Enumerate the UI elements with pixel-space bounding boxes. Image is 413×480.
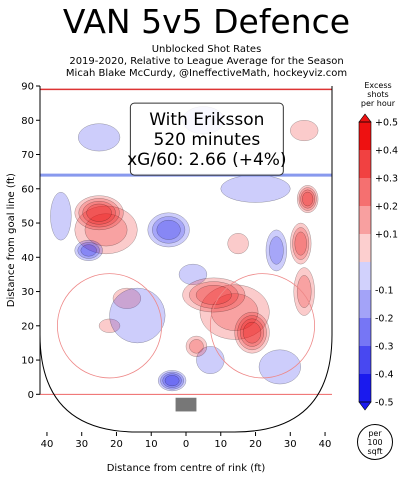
unit-badge: per 100 sqft — [357, 424, 393, 460]
y-tick-label: 0 — [28, 390, 34, 401]
y-tick-label: 60 — [21, 184, 34, 195]
colorbar-tick-label: +0.5 — [375, 118, 398, 129]
y-tick-label: 90 — [21, 82, 34, 93]
hotspot — [265, 229, 288, 272]
unit-badge-line-2: 100 — [367, 438, 383, 447]
colorbar-segment — [359, 374, 371, 402]
y-tick-label: 30 — [21, 287, 34, 298]
colorbar-tick-label: +0.3 — [375, 174, 398, 185]
unit-badge-line-1: per — [368, 429, 382, 438]
colorbar-segment — [359, 178, 371, 206]
rink-faceoff-circle — [56, 273, 163, 379]
chart-subtitle-2: 2019-2020, Relative to League Average fo… — [69, 56, 344, 67]
hotspot — [290, 222, 312, 265]
colorbar-segment — [359, 262, 371, 290]
hotspot — [234, 311, 270, 354]
hotspot — [185, 335, 208, 357]
hotspot — [157, 370, 187, 392]
colorbar-tick-label: +0.2 — [375, 202, 398, 213]
hotspot — [296, 185, 319, 214]
colorbar-bottom-arrow — [358, 401, 372, 411]
colorbar-segment — [359, 290, 371, 318]
heatmap-field — [50, 106, 319, 392]
colorbar-segment — [359, 206, 371, 234]
colorbar-top-arrow — [358, 113, 372, 123]
hotspot — [50, 191, 72, 241]
chart-subtitle-1: Unblocked Shot Rates — [151, 44, 262, 55]
colorbar-segment — [359, 150, 371, 178]
x-tick-label: 20 — [110, 439, 123, 450]
y-tick-label: 20 — [21, 321, 34, 332]
hotspot — [220, 174, 291, 203]
hotspot — [227, 233, 249, 255]
chart-axes: 0 10 20 30 40 50 60 70 80 90 40 30 20 10 0 10 20 30 40 Dist… — [6, 82, 331, 475]
hotspot — [290, 120, 319, 142]
hotspot — [147, 212, 190, 248]
chart-subtitle-3: Micah Blake McCurdy, @IneffectiveMath, h… — [65, 68, 348, 79]
hotspot — [74, 195, 124, 231]
x-tick-label: 30 — [284, 439, 297, 450]
annotation-line: With Eriksson — [149, 110, 264, 130]
hotspot — [98, 318, 121, 333]
colorbar-segment — [359, 122, 371, 150]
hotspot — [199, 284, 270, 340]
colorbar-tick-label: -0.1 — [375, 286, 394, 297]
x-tick-label: 40 — [41, 439, 54, 450]
colorbar-title-3: per hour — [360, 99, 396, 108]
rink-faceoff-circle — [209, 273, 316, 379]
colorbar: +0.5 +0.4 +0.3 +0.2 +0.1 -0.1 -0.2 -0.3 -0.4 -0.5 — [358, 113, 398, 411]
colorbar-title-2: shots — [367, 90, 389, 99]
y-tick-label: 10 — [21, 356, 34, 367]
colorbar-title-1: Excess — [364, 81, 392, 90]
y-tick-label: 70 — [21, 150, 34, 161]
x-tick-label: 0 — [183, 439, 189, 450]
y-tick-label: 40 — [21, 253, 34, 264]
annotation-line: xG/60: 2.66 (+4%) — [127, 150, 286, 170]
x-tick-label: 40 — [319, 439, 332, 450]
hotspot — [109, 287, 166, 344]
x-tick-label: 30 — [75, 439, 88, 450]
hotspot — [178, 263, 208, 285]
x-tick-label: 10 — [145, 439, 158, 450]
hotspot — [112, 287, 142, 309]
y-tick-label: 50 — [21, 219, 34, 230]
hotspot — [74, 205, 138, 255]
colorbar-tick-label: -0.2 — [375, 314, 394, 325]
colorbar-tick-label: -0.4 — [375, 370, 394, 381]
hotspot — [77, 123, 121, 152]
colorbar-tick-label: +0.4 — [375, 146, 398, 157]
x-tick-label: 10 — [214, 439, 227, 450]
rink-goal-net — [175, 397, 197, 412]
colorbar-tick-label: -0.3 — [375, 342, 394, 353]
x-tick-label: 20 — [249, 439, 262, 450]
colorbar-tick-label: +0.1 — [375, 230, 398, 241]
colorbar-segment — [359, 318, 371, 346]
unit-badge-line-3: sqft — [367, 447, 383, 456]
chart-title: VAN 5v5 Defence — [62, 2, 351, 41]
colorbar-frame — [358, 121, 372, 403]
hotspot — [196, 346, 225, 375]
hotspot — [74, 239, 103, 261]
colorbar-tick-label: -0.5 — [375, 398, 394, 409]
y-tick-label: 80 — [21, 116, 34, 127]
colorbar-segment — [359, 346, 371, 374]
x-axis-label: Distance from centre of rink (ft) — [107, 463, 266, 474]
annotation-line: 520 minutes — [154, 130, 261, 150]
colorbar-segment — [359, 234, 371, 262]
hotspot — [258, 349, 301, 385]
y-axis-label: Distance from goal line (ft) — [6, 173, 17, 307]
